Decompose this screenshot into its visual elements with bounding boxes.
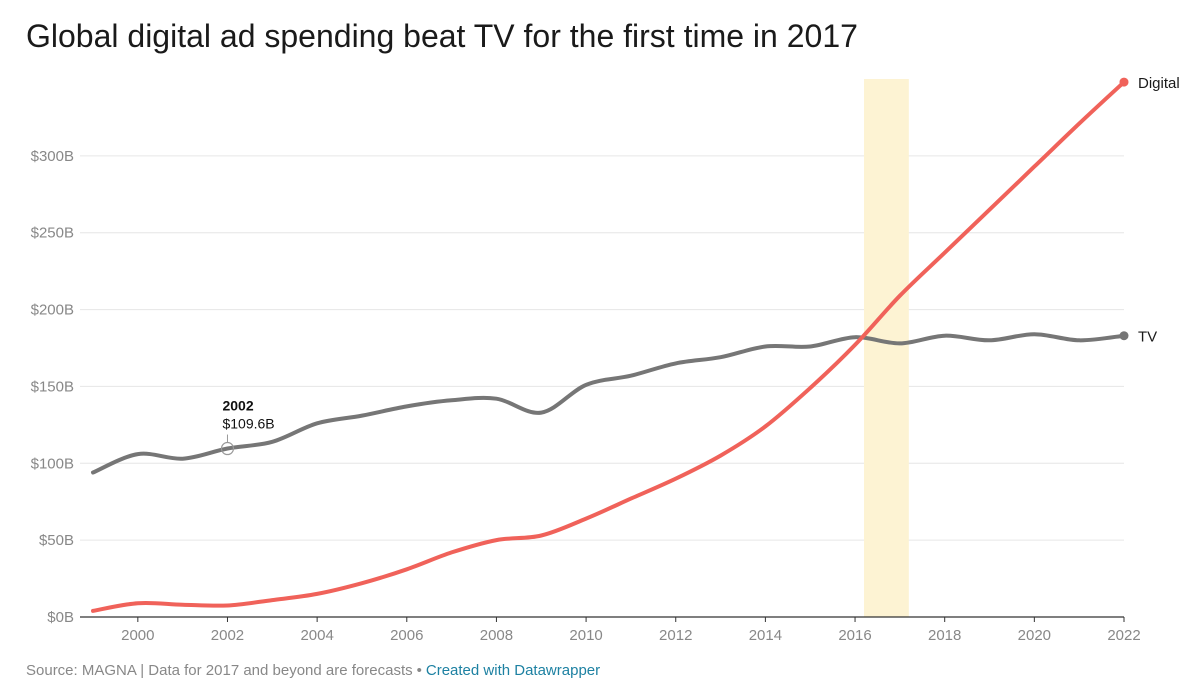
digital-series-label: Digital <box>1138 75 1180 92</box>
x-tick-label: 2002 <box>211 627 244 644</box>
y-tick-label: $0B <box>47 609 74 626</box>
x-tick-label: 2000 <box>121 627 154 644</box>
datawrapper-credit-link[interactable]: Created with Datawrapper <box>425 662 601 679</box>
y-tick-label: $250B <box>31 225 74 242</box>
chart-title: Global digital ad spending beat TV for t… <box>26 18 858 54</box>
source-note: Source: MAGNA | Data for 2017 and beyond… <box>26 662 413 679</box>
y-tick-label: $150B <box>31 378 74 395</box>
grid-lines <box>80 155 1124 541</box>
tv-end-point <box>1119 331 1129 341</box>
axes: $0B $50B $100B $150B $200B $250B $300B 2000 2002… <box>31 148 1141 644</box>
x-tick-label: 2006 <box>390 627 423 644</box>
y-tick-label: $300B <box>31 148 74 165</box>
y-tick-label: $50B <box>39 532 74 549</box>
annotations: 2002 $109.6B <box>220 398 275 456</box>
footer: Source: MAGNA | Data for 2017 and beyond… <box>26 662 600 679</box>
tv-series-label: TV <box>1138 329 1157 346</box>
y-tick-label: $200B <box>31 302 74 319</box>
x-tick-label: 2020 <box>1018 627 1051 644</box>
x-tick-label: 2010 <box>569 627 602 644</box>
x-tick-label: 2016 <box>838 627 871 644</box>
y-tick-label: $100B <box>31 455 74 472</box>
x-tick-label: 2022 <box>1107 627 1140 644</box>
x-tick-label: 2008 <box>480 627 513 644</box>
series-lines: TV Digital <box>91 75 1180 613</box>
tv-series-line <box>91 332 1126 475</box>
digital-end-point <box>1119 77 1129 87</box>
x-tick-label: 2018 <box>928 627 961 644</box>
footer-separator: • <box>416 662 422 679</box>
x-tick-label: 2004 <box>300 627 333 644</box>
annotation-year-label: 2002 <box>222 398 253 414</box>
annotation-value-label: $109.6B <box>222 416 274 432</box>
highlight-band <box>864 79 909 617</box>
digital-series-line <box>91 80 1126 613</box>
x-tick-label: 2012 <box>659 627 692 644</box>
highlight-band-group <box>864 79 909 617</box>
x-tick-label: 2014 <box>749 627 782 644</box>
